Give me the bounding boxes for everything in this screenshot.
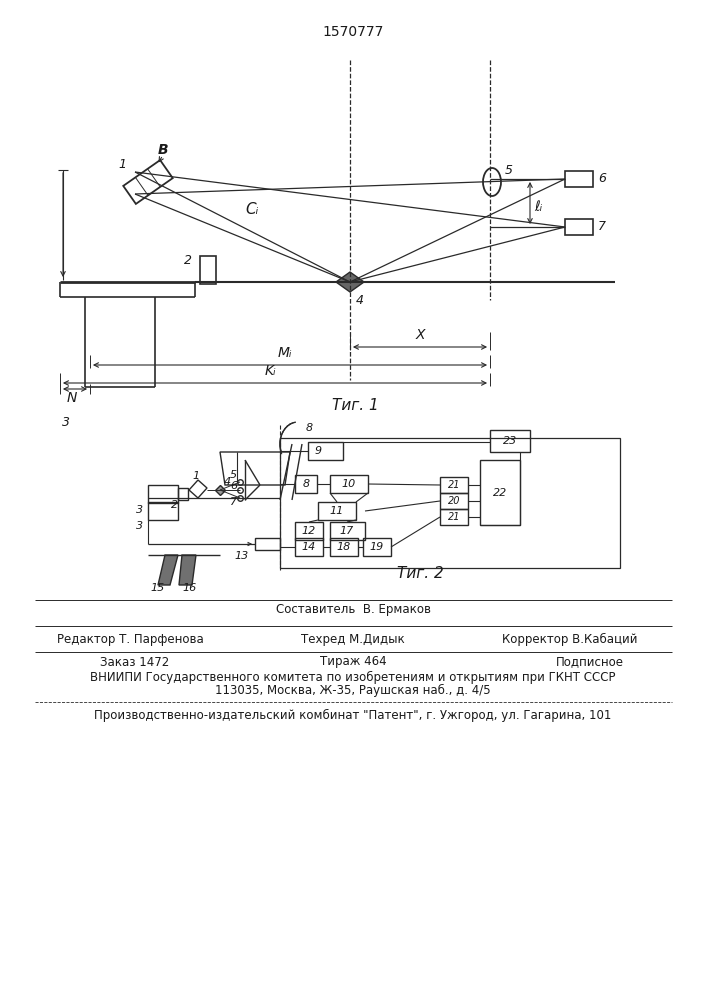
Polygon shape bbox=[189, 480, 207, 498]
Bar bbox=[440, 493, 468, 509]
Bar bbox=[440, 477, 468, 493]
Text: 17: 17 bbox=[340, 526, 354, 536]
Text: 3: 3 bbox=[62, 416, 70, 428]
Bar bbox=[280, 438, 620, 568]
Text: 2: 2 bbox=[171, 500, 178, 510]
Text: Тираж 464: Тираж 464 bbox=[320, 656, 386, 668]
Text: 2: 2 bbox=[184, 253, 192, 266]
Text: ВНИИПИ Государственного комитета по изобретениям и открытиям при ГКНТ СССР: ВНИИПИ Государственного комитета по изоб… bbox=[90, 670, 616, 684]
Bar bbox=[308, 442, 343, 460]
Bar bbox=[148, 485, 178, 503]
Bar bbox=[363, 538, 391, 556]
Text: 3: 3 bbox=[136, 505, 143, 515]
Polygon shape bbox=[336, 272, 364, 292]
Bar bbox=[200, 256, 216, 284]
Bar bbox=[330, 475, 368, 493]
Text: 20: 20 bbox=[448, 496, 460, 506]
Text: Составитель  В. Ермаков: Составитель В. Ермаков bbox=[276, 603, 431, 616]
Text: Производственно-издательский комбинат "Патент", г. Ужгород, ул. Гагарина, 101: Производственно-издательский комбинат "П… bbox=[94, 708, 612, 722]
Text: 4: 4 bbox=[224, 477, 231, 487]
Bar bbox=[330, 522, 365, 540]
Text: Заказ 1472: Заказ 1472 bbox=[100, 656, 169, 668]
Text: ℓᵢ: ℓᵢ bbox=[534, 200, 542, 214]
Text: 11: 11 bbox=[330, 506, 344, 516]
Bar bbox=[295, 522, 323, 540]
Bar bbox=[148, 502, 178, 520]
Text: X: X bbox=[415, 328, 425, 342]
Bar bbox=[565, 171, 593, 187]
Text: 9: 9 bbox=[315, 446, 322, 456]
Bar bbox=[440, 509, 468, 525]
Text: 13: 13 bbox=[235, 551, 249, 561]
Polygon shape bbox=[123, 160, 173, 204]
Text: 14: 14 bbox=[302, 542, 316, 552]
Text: N: N bbox=[67, 391, 77, 405]
Text: 7: 7 bbox=[230, 497, 237, 507]
Text: 113035, Москва, Ж-35, Раушская наб., д. 4/5: 113035, Москва, Ж-35, Раушская наб., д. … bbox=[215, 683, 491, 697]
Polygon shape bbox=[158, 555, 178, 585]
Text: 1: 1 bbox=[192, 471, 199, 481]
Text: 8: 8 bbox=[306, 423, 313, 433]
Text: 6: 6 bbox=[230, 481, 237, 491]
Text: 1570777: 1570777 bbox=[322, 25, 384, 39]
Bar bbox=[295, 538, 323, 556]
Bar bbox=[255, 538, 280, 550]
Text: Τиг. 2: Τиг. 2 bbox=[397, 566, 443, 580]
Text: Cᵢ: Cᵢ bbox=[246, 202, 259, 217]
Text: 21: 21 bbox=[448, 512, 460, 522]
Bar bbox=[178, 488, 188, 500]
Text: 5: 5 bbox=[230, 470, 237, 480]
Text: 10: 10 bbox=[342, 479, 356, 489]
Text: 21: 21 bbox=[448, 480, 460, 490]
Text: 18: 18 bbox=[337, 542, 351, 552]
Text: Kᵢ: Kᵢ bbox=[264, 364, 276, 378]
Text: 15: 15 bbox=[151, 583, 165, 593]
Text: Подписное: Подписное bbox=[556, 656, 624, 668]
Text: 8: 8 bbox=[303, 479, 310, 489]
Text: 3: 3 bbox=[136, 521, 143, 531]
Text: 6: 6 bbox=[598, 172, 606, 186]
Polygon shape bbox=[179, 555, 196, 585]
Text: 19: 19 bbox=[370, 542, 384, 552]
Bar bbox=[565, 219, 593, 235]
Text: 5: 5 bbox=[505, 163, 513, 176]
Text: 1: 1 bbox=[118, 157, 126, 170]
Bar bbox=[490, 430, 530, 452]
Text: Τиг. 1: Τиг. 1 bbox=[332, 397, 378, 412]
Text: 23: 23 bbox=[503, 436, 517, 446]
Text: Корректор В.Кабаций: Корректор В.Кабаций bbox=[502, 632, 638, 646]
Bar bbox=[318, 502, 356, 520]
Bar bbox=[295, 475, 317, 493]
Text: B: B bbox=[158, 143, 168, 157]
Text: Редактор Т. Парфенова: Редактор Т. Парфенова bbox=[57, 633, 204, 646]
Text: 12: 12 bbox=[302, 526, 316, 536]
Text: Техред М.Дидык: Техред М.Дидык bbox=[301, 633, 405, 646]
Bar bbox=[480, 460, 520, 525]
Text: Mᵢ: Mᵢ bbox=[278, 346, 292, 360]
Text: 16: 16 bbox=[183, 583, 197, 593]
Bar bbox=[330, 538, 358, 556]
Text: 22: 22 bbox=[493, 488, 507, 498]
Text: 7: 7 bbox=[598, 221, 606, 233]
Text: 4: 4 bbox=[356, 294, 364, 306]
